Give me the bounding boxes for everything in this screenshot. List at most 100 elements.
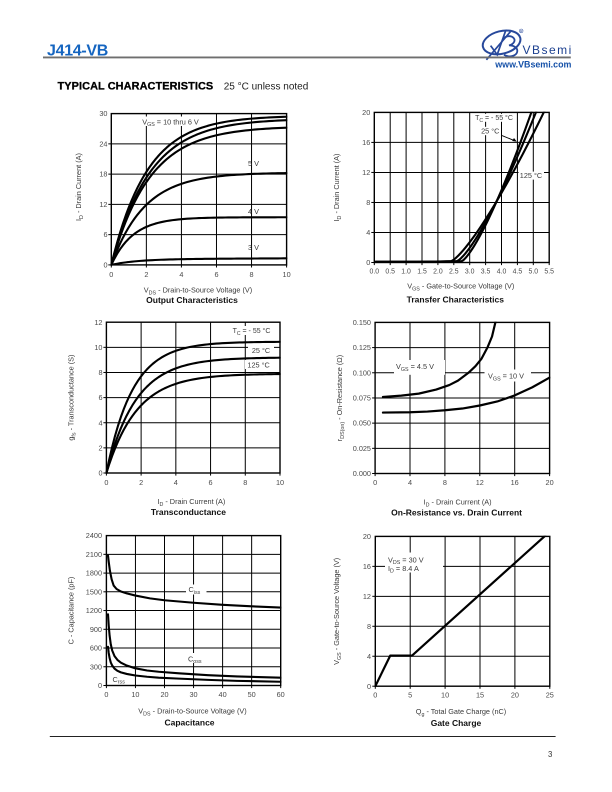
svg-text:0: 0 [109,270,113,279]
svg-text:5.5: 5.5 [544,269,554,276]
svg-text:0: 0 [373,691,377,700]
svg-text:6: 6 [98,393,102,402]
svg-text:ID - Drain Current (A): ID - Drain Current (A) [74,153,85,221]
svg-text:30: 30 [189,690,197,699]
svg-text:125 °C: 125 °C [520,171,542,180]
svg-text:8: 8 [98,368,102,377]
svg-text:VDS = 30 V: VDS = 30 V [388,555,424,566]
svg-text:VDS - Drain-to-Source Voltag: VDS - Drain-to-Source Voltage (V) [138,707,246,718]
svg-text:Crss: Crss [113,675,126,686]
svg-text:5 V: 5 V [248,159,259,168]
svg-text:ID - Drain Current (A): ID - Drain Current (A) [424,498,492,509]
svg-text:VGS = 4.5 V: VGS = 4.5 V [396,362,434,373]
svg-text:10: 10 [94,343,102,352]
svg-text:50: 50 [248,690,256,699]
svg-text:TYPICAL CHARACTERISTICS: TYPICAL CHARACTERISTICS [58,81,214,93]
svg-text:VGS = 10 thru 6 V: VGS = 10 thru 6 V [142,117,199,128]
svg-text:2: 2 [144,270,148,279]
svg-text:12: 12 [363,592,371,601]
svg-text:4.0: 4.0 [497,269,507,276]
svg-text:4: 4 [367,652,371,661]
svg-text:2: 2 [98,443,102,452]
svg-text:4: 4 [98,418,102,427]
svg-text:0.5: 0.5 [385,269,395,276]
svg-text:0: 0 [103,261,107,270]
svg-text:0.000: 0.000 [353,469,371,478]
svg-text:Gate Charge: Gate Charge [431,718,482,728]
svg-text:Capacitance: Capacitance [164,718,214,728]
svg-text:R: R [520,30,523,34]
svg-text:8: 8 [443,478,447,487]
svg-text:4 V: 4 V [248,207,259,216]
svg-text:0: 0 [367,682,371,691]
svg-text:4: 4 [408,478,412,487]
svg-text:24: 24 [99,139,107,148]
svg-text:10: 10 [131,690,139,699]
svg-text:0: 0 [104,478,108,487]
svg-text:0: 0 [98,681,102,690]
svg-text:1500: 1500 [86,587,102,596]
svg-text:TC = - 55 °C: TC = - 55 °C [233,327,271,337]
svg-text:5: 5 [408,691,412,700]
svg-text:2.0: 2.0 [433,269,443,276]
svg-text:4: 4 [179,270,183,279]
svg-text:5.0: 5.0 [529,269,539,276]
svg-text:30: 30 [99,109,107,118]
svg-text:4.5: 4.5 [513,269,523,276]
svg-text:20: 20 [511,691,519,700]
svg-text:VBsemi: VBsemi [523,43,573,57]
svg-text:VGS = 10 V: VGS = 10 V [488,372,524,383]
svg-text:VGS - Gate-to-Source Voltage: VGS - Gate-to-Source Voltage (V) [332,558,343,665]
svg-text:Qg - Total Gate Charge (nC): Qg - Total Gate Charge (nC) [416,707,506,718]
svg-text:VGS - Gate-to-Source Voltage: VGS - Gate-to-Source Voltage (V) [407,282,514,293]
svg-text:3.0: 3.0 [465,269,475,276]
svg-text:16: 16 [511,478,519,487]
svg-text:25: 25 [546,691,554,700]
svg-text:2400: 2400 [86,531,102,540]
svg-text:0.050: 0.050 [353,419,371,428]
svg-text:12: 12 [94,318,102,327]
svg-text:0.100: 0.100 [353,368,371,377]
svg-text:2: 2 [139,478,143,487]
svg-text:20: 20 [363,532,371,541]
svg-text:12: 12 [362,168,370,177]
svg-text:20: 20 [546,478,554,487]
svg-text:300: 300 [90,662,102,671]
svg-text:8: 8 [366,198,370,207]
svg-text:ID - Drain Current (A): ID - Drain Current (A) [157,497,225,508]
svg-text:On-Resistance vs. Drain Curren: On-Resistance vs. Drain Current [391,508,522,518]
svg-text:3 V: 3 V [248,243,259,252]
svg-text:1.0: 1.0 [401,269,411,276]
svg-text:Transconductance: Transconductance [151,507,226,517]
svg-text:6: 6 [214,270,218,279]
svg-text:J414-VB: J414-VB [47,42,108,59]
svg-text:1800: 1800 [86,569,102,578]
svg-text:10: 10 [276,478,284,487]
svg-text:4: 4 [174,478,178,487]
svg-text:Transfer Characteristics: Transfer Characteristics [407,295,505,305]
svg-text:25 °C: 25 °C [481,127,499,136]
svg-text:10: 10 [441,691,449,700]
svg-text:C - Capacitance (pF): C - Capacitance (pF) [67,577,76,645]
svg-text:12: 12 [99,200,107,209]
svg-text:TC = - 55 °C: TC = - 55 °C [475,114,513,124]
svg-text:10: 10 [283,270,291,279]
svg-text:ID - Drain Current (A): ID - Drain Current (A) [332,154,343,222]
svg-text:8: 8 [243,478,247,487]
svg-text:0: 0 [366,258,370,267]
svg-text:16: 16 [362,138,370,147]
svg-text:4: 4 [366,228,370,237]
svg-text:0: 0 [373,478,377,487]
svg-text:900: 900 [90,625,102,634]
svg-text:20: 20 [160,690,168,699]
svg-text:8: 8 [250,270,254,279]
svg-text:0.125: 0.125 [353,343,371,352]
svg-text:8: 8 [367,622,371,631]
svg-text:2.5: 2.5 [449,269,459,276]
svg-text:15: 15 [476,691,484,700]
svg-text:1.5: 1.5 [417,269,427,276]
svg-text:3: 3 [548,750,552,759]
svg-text:25 °C unless noted: 25 °C unless noted [224,82,309,93]
svg-text:60: 60 [277,690,285,699]
svg-text:20: 20 [362,108,370,117]
